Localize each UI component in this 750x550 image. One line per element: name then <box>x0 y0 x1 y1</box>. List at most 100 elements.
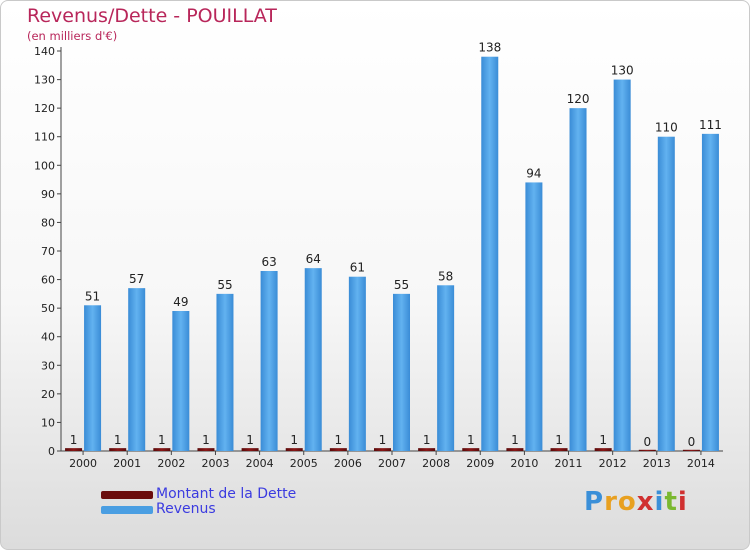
data-label-debt: 1 <box>379 433 387 447</box>
chart-title: Revenus/Dette - POUILLAT <box>27 5 277 27</box>
data-label-revenus: 51 <box>85 289 100 303</box>
legend-label-revenus: Revenus <box>156 501 216 517</box>
data-label-revenus: 94 <box>526 166 541 180</box>
data-label-debt: 0 <box>643 435 651 449</box>
bar-revenus <box>701 133 719 451</box>
data-label-revenus: 57 <box>129 272 144 286</box>
logo-letter: t <box>664 487 678 517</box>
x-tick-label: 2007 <box>378 457 406 470</box>
bar-debt <box>374 448 391 451</box>
bar-revenus <box>569 108 587 452</box>
chart-subtitle: (en milliers d'€) <box>27 29 118 43</box>
bar-revenus <box>84 305 102 451</box>
data-label-debt: 1 <box>511 433 519 447</box>
bar-revenus <box>128 288 146 451</box>
data-label-debt: 1 <box>467 433 475 447</box>
x-tick-label: 2006 <box>334 457 362 470</box>
data-label-revenus: 138 <box>478 41 501 55</box>
bar-revenus <box>393 293 410 451</box>
x-tick-label: 2012 <box>599 457 627 470</box>
x-tick-label: 2010 <box>510 457 538 470</box>
bar-debt <box>241 448 259 451</box>
data-label-debt: 1 <box>599 433 607 447</box>
bar-revenus <box>260 271 278 451</box>
logo-letter: i <box>654 487 665 517</box>
data-label-revenus: 64 <box>306 252 321 266</box>
logo-letter: P <box>584 487 605 517</box>
bar-debt <box>197 448 215 451</box>
data-label-revenus: 58 <box>438 269 453 283</box>
bar-debt <box>65 448 83 451</box>
data-label-debt: 1 <box>246 433 254 447</box>
x-tick-label: 2003 <box>201 457 229 470</box>
y-tick-label: 90 <box>41 188 55 201</box>
bar-debt <box>153 448 171 451</box>
bar-debt <box>109 448 127 451</box>
x-tick-label: 2008 <box>422 457 450 470</box>
data-label-debt: 1 <box>158 433 166 447</box>
data-label-revenus: 120 <box>567 92 590 106</box>
data-label-debt: 1 <box>335 433 343 447</box>
bar-debt <box>550 448 568 451</box>
x-tick-label: 2001 <box>113 457 141 470</box>
y-tick-label: 40 <box>41 331 55 344</box>
bar-debt <box>462 448 480 451</box>
data-label-revenus: 63 <box>261 255 276 269</box>
bar-revenus <box>481 56 499 451</box>
bar-debt <box>638 449 656 451</box>
bar-revenus <box>304 268 322 451</box>
bar-revenus <box>613 79 631 452</box>
data-label-revenus: 111 <box>699 118 722 132</box>
data-label-revenus: 55 <box>217 278 232 292</box>
data-label-debt: 1 <box>202 433 210 447</box>
bar-revenus <box>657 136 675 451</box>
x-tick-label: 2004 <box>246 457 274 470</box>
y-tick-label: 80 <box>41 216 55 229</box>
data-label-debt: 1 <box>114 433 122 447</box>
data-label-revenus: 61 <box>350 261 365 275</box>
y-tick-label: 60 <box>41 274 55 287</box>
x-tick-label: 2014 <box>687 457 715 470</box>
y-tick-label: 110 <box>34 131 55 144</box>
bar-debt <box>682 449 700 451</box>
y-tick-label: 140 <box>34 45 55 58</box>
y-tick-label: 120 <box>34 102 55 115</box>
x-tick-label: 2000 <box>69 457 97 470</box>
bar-revenus <box>172 311 190 451</box>
data-label-debt: 0 <box>688 435 696 449</box>
logo-letter: o <box>617 487 637 517</box>
bar-revenus <box>348 276 366 451</box>
x-tick-label: 2002 <box>157 457 185 470</box>
legend-swatch-debt <box>101 491 153 499</box>
legend-label-debt: Montant de la Dette <box>156 486 297 502</box>
y-tick-label: 130 <box>34 74 55 87</box>
x-tick-label: 2009 <box>466 457 494 470</box>
y-tick-label: 0 <box>48 445 55 458</box>
data-label-revenus: 55 <box>394 278 409 292</box>
data-label-debt: 1 <box>423 433 431 447</box>
logo-letter: i <box>677 487 688 517</box>
y-tick-label: 70 <box>41 245 55 258</box>
bar-debt <box>329 448 347 451</box>
x-tick-label: 2011 <box>555 457 583 470</box>
chart-bars: 1511571491551631641611551581138194112011… <box>65 41 722 452</box>
bar-debt <box>594 448 612 451</box>
bar-revenus <box>437 285 455 451</box>
data-label-revenus: 110 <box>655 121 678 135</box>
x-tick-label: 2013 <box>643 457 671 470</box>
x-tick-label: 2005 <box>290 457 318 470</box>
y-tick-label: 50 <box>41 302 55 315</box>
logo-letter: x <box>636 487 655 517</box>
bar-revenus <box>216 293 234 451</box>
y-tick-label: 30 <box>41 359 55 372</box>
bar-revenus <box>525 182 543 451</box>
proxiti-logo: Proxiti <box>584 487 688 517</box>
legend-swatch-revenus <box>101 506 153 514</box>
bar-debt <box>418 448 436 451</box>
bar-debt <box>285 448 303 451</box>
y-tick-label: 10 <box>41 416 55 429</box>
data-label-revenus: 130 <box>611 64 634 78</box>
